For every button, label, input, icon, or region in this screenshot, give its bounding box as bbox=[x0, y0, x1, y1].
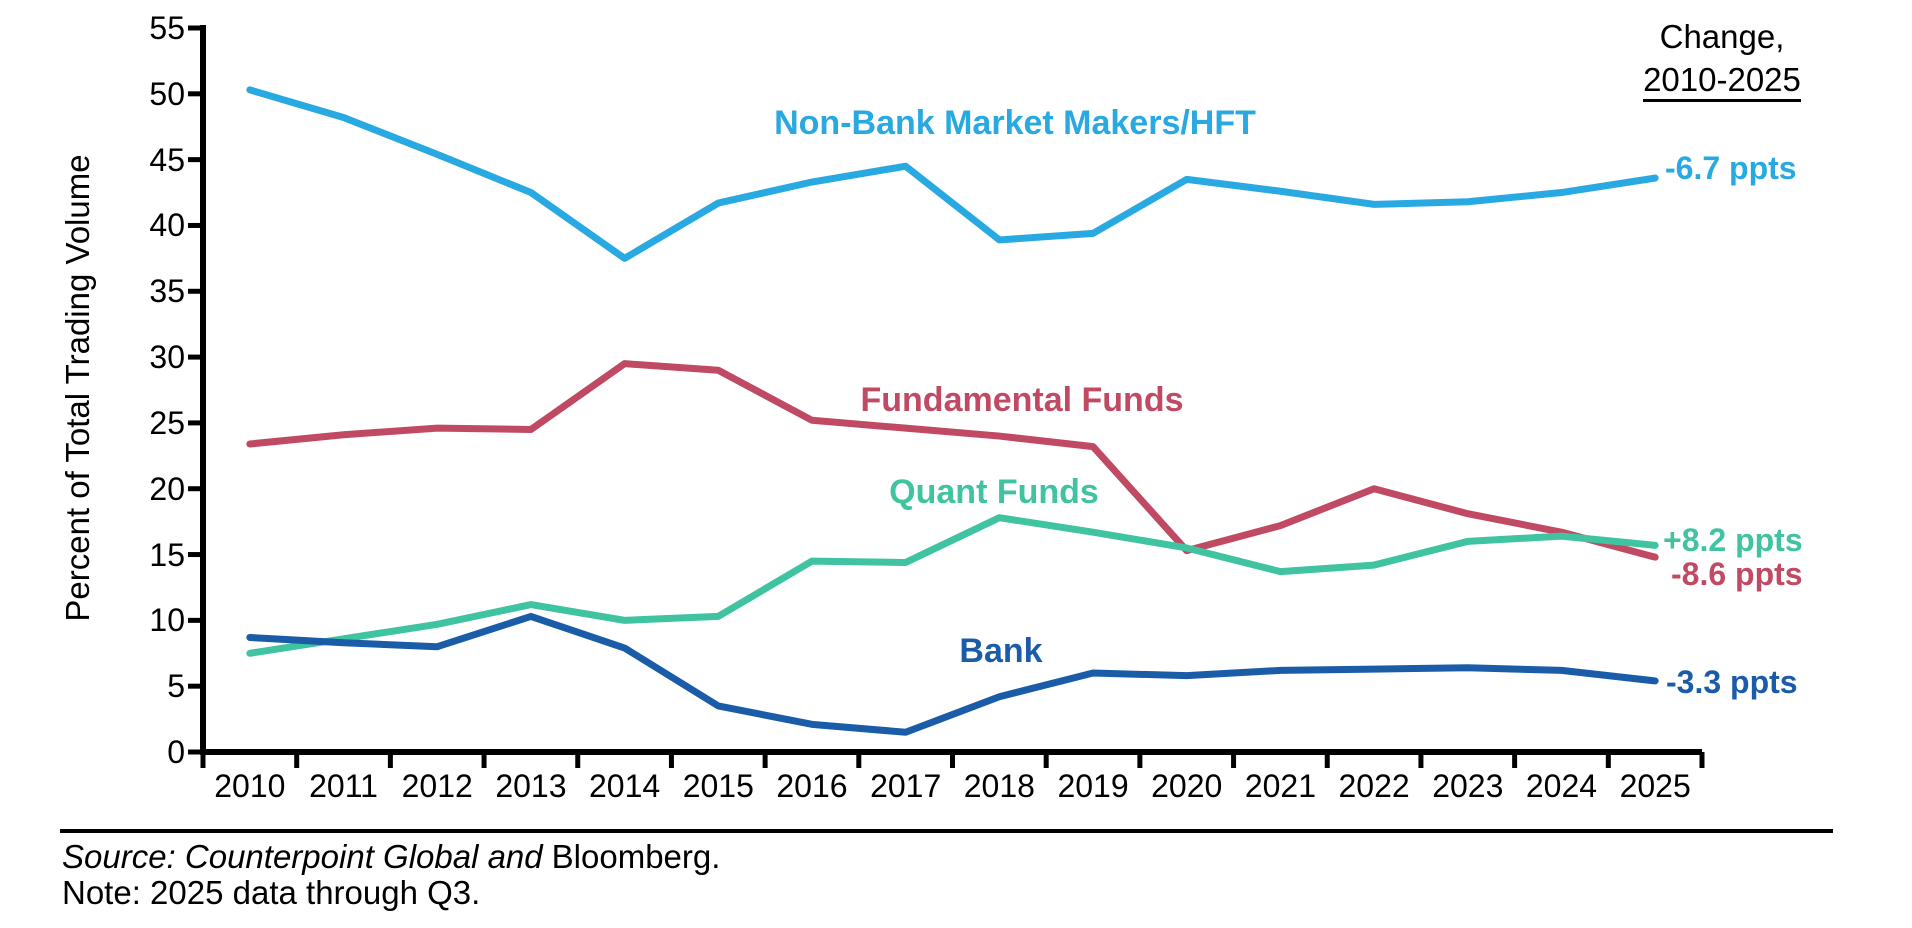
series-line-non-bank-market-makers-hft bbox=[246, 86, 1659, 262]
change-header-line2: 2010-2025 bbox=[1592, 60, 1852, 102]
x-tick-label-2019: 2019 bbox=[1057, 768, 1129, 804]
y-tick-label-30: 30 bbox=[149, 339, 185, 376]
series-label-bank: Bank bbox=[959, 632, 1043, 670]
x-tick-label-2017: 2017 bbox=[870, 768, 942, 804]
y-tick-label-35: 35 bbox=[149, 273, 185, 310]
x-tick-label-2013: 2013 bbox=[495, 768, 567, 804]
x-tick-label-2023: 2023 bbox=[1432, 768, 1504, 804]
y-tick-label-45: 45 bbox=[149, 141, 185, 178]
change-header-line1: Change, bbox=[1659, 18, 1785, 55]
x-tick-label-2021: 2021 bbox=[1244, 768, 1316, 804]
y-tick-label-10: 10 bbox=[149, 602, 185, 639]
series-label-fundamental-funds: Fundamental Funds bbox=[860, 381, 1184, 419]
x-tick-label-2022: 2022 bbox=[1338, 768, 1410, 804]
y-tick-label-15: 15 bbox=[149, 536, 185, 573]
change-value-quant-funds: +8.2 ppts bbox=[1663, 522, 1803, 558]
y-tick-label-40: 40 bbox=[149, 207, 185, 244]
y-tick-label-50: 50 bbox=[149, 75, 185, 112]
y-tick-label-0: 0 bbox=[167, 734, 185, 770]
y-tick-label-5: 5 bbox=[167, 668, 185, 705]
footer-divider bbox=[60, 829, 1833, 833]
y-tick-label-20: 20 bbox=[149, 470, 185, 507]
change-value-fundamental-funds: -8.6 ppts bbox=[1671, 556, 1803, 592]
x-tick-label-2014: 2014 bbox=[589, 768, 661, 804]
source-line: Source: Counterpoint Global and Bloomberg… bbox=[62, 838, 720, 876]
y-axis-title: Percent of Total Trading Volume bbox=[59, 154, 96, 622]
change-header-range: 2010-2025 bbox=[1643, 61, 1801, 102]
note-line: Note: 2025 data through Q3. bbox=[62, 874, 481, 911]
series-line-bank bbox=[246, 612, 1659, 736]
x-tick-label-2016: 2016 bbox=[776, 768, 848, 804]
x-tick-label-2020: 2020 bbox=[1151, 768, 1223, 804]
x-tick-label-2012: 2012 bbox=[401, 768, 473, 804]
change-value-hft: -6.7 ppts bbox=[1665, 150, 1797, 186]
y-tick-label-55: 55 bbox=[149, 10, 185, 46]
series-label-non-bank-market-makers-hft: Non-Bank Market Makers/HFT bbox=[774, 104, 1256, 142]
x-tick-label-2018: 2018 bbox=[963, 768, 1035, 804]
x-tick-label-2015: 2015 bbox=[682, 768, 754, 804]
series-line-fundamental-funds bbox=[246, 360, 1659, 561]
change-value-bank: -3.3 ppts bbox=[1666, 664, 1798, 700]
y-tick-label-25: 25 bbox=[149, 404, 185, 441]
source-text-regular: Bloomberg. bbox=[551, 838, 721, 875]
x-tick-label-2025: 2025 bbox=[1619, 768, 1691, 804]
x-tick-label-2024: 2024 bbox=[1525, 768, 1598, 804]
series-label-quant-funds: Quant Funds bbox=[889, 473, 1099, 511]
x-tick-label-2011: 2011 bbox=[309, 768, 378, 804]
source-text-italic: Source: Counterpoint Global and bbox=[62, 838, 543, 875]
x-tick-label-2010: 2010 bbox=[214, 768, 286, 804]
series-line-quant-funds bbox=[246, 514, 1659, 657]
